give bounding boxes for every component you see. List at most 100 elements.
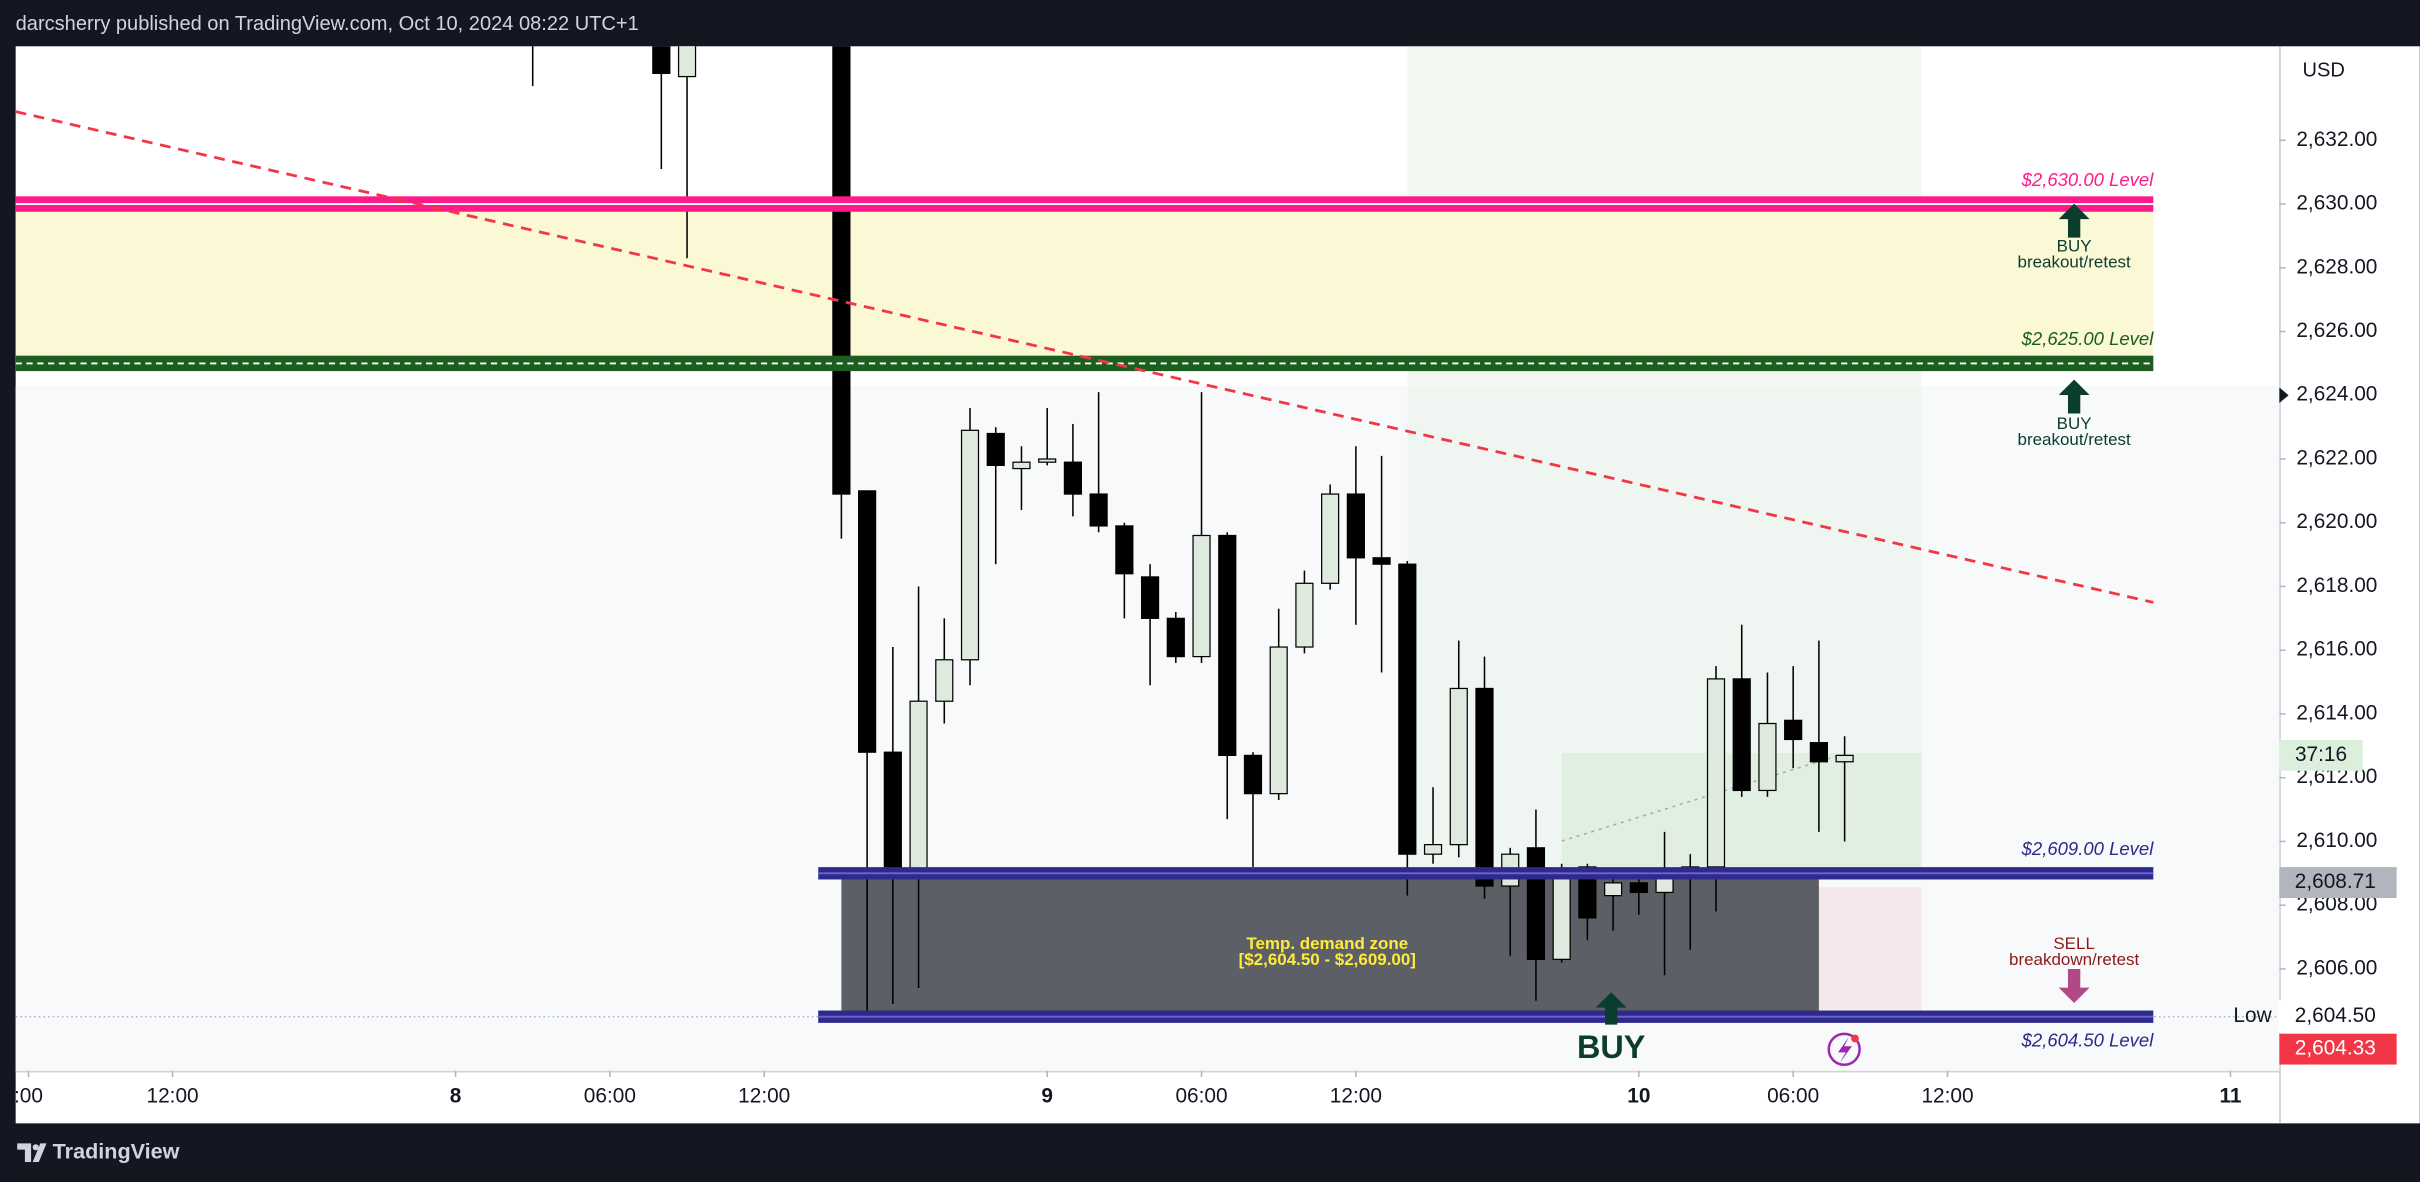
candle-body (1012, 461, 1031, 470)
annotation-arrow (2058, 969, 2090, 1004)
candle-body (1089, 493, 1108, 527)
candle-body (1295, 582, 1314, 648)
overlay: $2,630.00 Level $2,625.00 Level $2,609.00 … (1239, 169, 2155, 1066)
candle-body (1398, 563, 1417, 855)
alert-icon (1827, 1032, 1861, 1066)
annotation-text: BUY (1577, 1029, 1646, 1065)
x-tick-label: 06:00 (1767, 1085, 1819, 1108)
time-axis-bg (15, 1070, 2280, 1124)
trendline (15, 110, 2154, 604)
level-label: $2,609.00 Level (2021, 838, 2155, 859)
logo-mark (17, 1143, 47, 1162)
price-tag: 2,604.33 (2295, 1037, 2376, 1060)
footer-logo (17, 1143, 47, 1162)
x-tick-label: 11 (2219, 1085, 2241, 1108)
y-tick-label: 2,628.00 (2296, 255, 2377, 278)
y-tick-label: 2,620.00 (2296, 510, 2377, 533)
candle-body (1809, 742, 1829, 763)
y-tick-label: 2,614.00 (2296, 701, 2377, 724)
annotation-arrow (2058, 379, 2090, 414)
annotation-text: BUY (2057, 236, 2092, 255)
annotation-arrow (2058, 203, 2090, 238)
candle-body (1321, 493, 1340, 584)
position-link (1561, 755, 1837, 842)
x-tick-label: 06:00 (584, 1085, 636, 1108)
price-tag-bg (2279, 867, 2397, 898)
level-band (15, 355, 2154, 372)
candle-body (1835, 754, 1854, 763)
annotation-arrow (1595, 992, 1627, 1025)
price-tag-bg (2278, 1000, 2398, 1033)
candle-body (1423, 844, 1443, 855)
candle-body (909, 700, 928, 878)
candle-body (652, 46, 671, 74)
price-tag: 2,608.71 (2295, 870, 2376, 893)
plot (15, 46, 2280, 1023)
y-tick-label: 2,610.00 (2296, 829, 2377, 852)
y-tick-label: 2,608.00 (2296, 893, 2377, 916)
y-tick-label: 2,632.00 (2296, 128, 2377, 151)
annotation-text: breakdown/retest (2009, 950, 2139, 969)
candle-body (1526, 847, 1546, 960)
price-axis-bg (2279, 46, 2420, 1124)
candle-body (1192, 534, 1211, 658)
y-tick-label: 2,630.00 (2296, 192, 2377, 215)
price-tag-name: Low (2233, 1004, 2272, 1027)
x-tick-label: 06:00 (1175, 1085, 1227, 1108)
position-loss (1817, 887, 1922, 1011)
y-tick-label: 2,622.00 (2296, 447, 2377, 470)
alert-bolt (1838, 1036, 1852, 1064)
x-tick-label: 12:00 (1330, 1085, 1382, 1108)
x-tick-label: 12:00 (738, 1085, 790, 1108)
level-label: $2,630.00 Level (2021, 169, 2155, 190)
candle-body (1578, 866, 1597, 919)
countdown: 37:16 (2295, 743, 2347, 766)
countdown-bg (2279, 739, 2363, 771)
y-tick-label: 2,612.00 (2296, 765, 2377, 788)
currency: USD (2303, 59, 2345, 81)
candle-body (1629, 882, 1648, 894)
annotation-text: BUY (2057, 414, 2092, 433)
candle-body (1706, 678, 1726, 868)
candle-body (935, 659, 954, 702)
level-label: $2,625.00 Level (2021, 328, 2155, 349)
header-text: darcsherry published on TradingView.com,… (16, 13, 639, 35)
zone (15, 204, 2154, 364)
annotation-text: breakout/retest (2018, 430, 2131, 449)
y-tick-label: 2,624.00 (2296, 383, 2377, 406)
annotation-text: Temp. demand zone (1246, 934, 1408, 953)
y-tick-label: 2,616.00 (2296, 638, 2377, 661)
candle-body (1140, 576, 1160, 619)
alert-circle (1827, 1032, 1861, 1066)
logo-dot (32, 1144, 39, 1151)
price-tag: 2,604.50 (2295, 1004, 2376, 1027)
annotation-text: SELL (2053, 934, 2095, 953)
candle-body (1218, 534, 1237, 757)
candle-body (1038, 458, 1057, 463)
zone (841, 873, 1819, 1017)
candle-body (883, 751, 902, 878)
candle-body (960, 429, 980, 661)
annotation-text: [$2,604.50 - $2,609.00] (1239, 950, 1416, 969)
candle-body (1269, 646, 1288, 795)
candle-body (986, 432, 1005, 466)
level-label: $2,604.50 Level (2021, 1029, 2155, 1050)
y-tick-label: 2,626.00 (2296, 319, 2377, 342)
x-tick-label: 12:00 (147, 1085, 199, 1108)
candle-body (1552, 872, 1571, 960)
candle-body (1063, 461, 1083, 495)
candle-body (858, 490, 877, 753)
x-tick-label: :00 (14, 1085, 43, 1108)
y-tick-label: 2,606.00 (2296, 956, 2377, 979)
candle-body (1243, 754, 1263, 795)
x-tick-label: 10 (1627, 1085, 1650, 1108)
candle-body (677, 46, 697, 78)
candle-body (1115, 525, 1134, 575)
price-marker (2279, 387, 2289, 403)
candle-body (832, 46, 851, 495)
x-tick-label: 8 (450, 1085, 462, 1108)
candle-body (1732, 678, 1751, 792)
candle-body (1166, 617, 1185, 658)
y-tick-label: 2,618.00 (2296, 574, 2377, 597)
